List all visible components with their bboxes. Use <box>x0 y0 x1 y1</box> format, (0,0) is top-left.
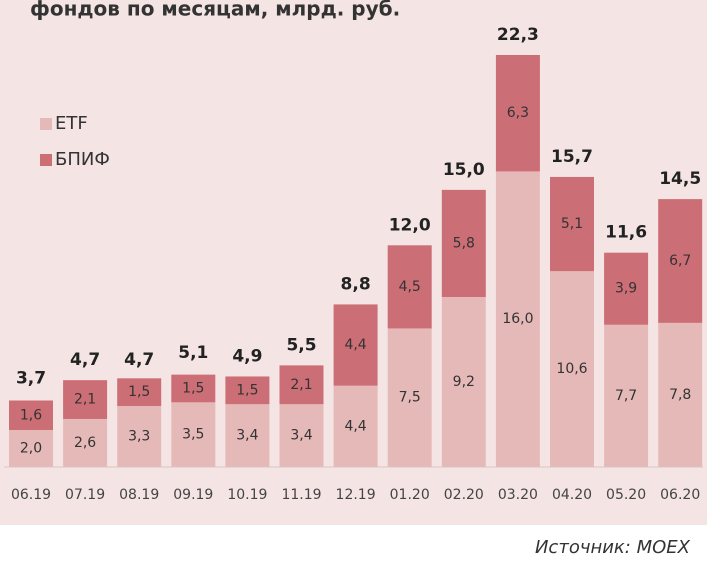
value-label: 2,1 <box>290 377 312 393</box>
bar-segment <box>171 402 216 467</box>
x-tick-label: 11.19 <box>281 487 321 503</box>
total-label: 4,7 <box>70 350 100 370</box>
value-label: 1,5 <box>236 382 258 398</box>
value-label: 5,1 <box>561 216 583 232</box>
total-label: 5,5 <box>286 335 316 355</box>
value-label: 5,8 <box>453 235 475 251</box>
value-label: 1,6 <box>20 407 42 423</box>
bar-segment <box>658 199 703 323</box>
value-label: 9,2 <box>453 374 475 390</box>
value-label: 16,0 <box>502 311 533 327</box>
total-label: 14,5 <box>659 169 701 189</box>
total-label: 11,6 <box>605 223 647 243</box>
bar-segment <box>441 297 486 467</box>
bar-segment <box>117 406 162 467</box>
legend-swatch <box>40 118 52 130</box>
x-tick-label: 12.19 <box>336 487 376 503</box>
bar-segment <box>658 322 703 467</box>
x-tick-label: 06.19 <box>11 487 51 503</box>
bar-segment <box>387 328 432 467</box>
value-label: 1,5 <box>182 380 204 396</box>
value-label: 4,4 <box>344 418 366 434</box>
total-label: 22,3 <box>497 25 539 45</box>
bar-segment <box>9 430 53 467</box>
value-label: 1,5 <box>128 384 150 400</box>
bar-segment <box>225 404 270 467</box>
legend-label: БПИФ <box>55 149 110 170</box>
x-tick-label: 02.20 <box>444 487 484 503</box>
bar-segment <box>550 176 594 272</box>
bar-segment <box>63 418 108 467</box>
bar-segment <box>441 189 486 298</box>
value-label: 3,4 <box>290 428 312 444</box>
value-label: 6,7 <box>669 253 691 269</box>
total-label: 3,7 <box>16 369 46 389</box>
value-label: 4,5 <box>399 279 421 295</box>
x-tick-label: 03.20 <box>498 487 538 503</box>
bar-segment <box>63 380 108 419</box>
x-tick-label: 04.20 <box>552 487 592 503</box>
value-label: 3,5 <box>182 427 204 443</box>
value-label: 7,5 <box>399 390 421 406</box>
bar-segment <box>387 245 432 329</box>
source: Источник: MOEX <box>535 537 691 558</box>
x-tick-label: 10.19 <box>227 487 267 503</box>
total-label: 8,8 <box>341 274 371 294</box>
value-label: 2,6 <box>74 435 96 451</box>
chart-title: фондов по месяцам, млрд. руб. <box>30 0 400 21</box>
legend-swatch <box>40 154 52 166</box>
total-label: 4,9 <box>232 346 262 366</box>
x-tick-label: 06.20 <box>660 487 700 503</box>
total-label: 15,7 <box>551 147 593 167</box>
total-label: 12,0 <box>389 215 431 235</box>
bar-segment <box>117 378 162 407</box>
value-label: 2,0 <box>20 441 42 457</box>
value-label: 2,1 <box>74 392 96 408</box>
value-label: 7,7 <box>615 388 637 404</box>
bar-segment <box>171 374 216 403</box>
bar-segment <box>225 376 270 405</box>
value-label: 7,8 <box>669 387 691 403</box>
bar-segment <box>604 324 649 467</box>
bar-segment <box>495 55 540 172</box>
x-tick-label: 05.20 <box>606 487 646 503</box>
value-label: 3,3 <box>128 429 150 445</box>
value-label: 3,9 <box>615 281 637 297</box>
value-label: 10,6 <box>556 361 587 377</box>
value-label: 6,3 <box>507 105 529 121</box>
bar-segment <box>279 404 324 467</box>
total-label: 4,7 <box>124 350 154 370</box>
x-tick-label: 08.19 <box>119 487 159 503</box>
bar-segment <box>333 304 378 386</box>
bar-segment <box>495 171 540 467</box>
value-label: 3,4 <box>236 428 258 444</box>
bar-segment <box>604 252 649 325</box>
x-tick-label: 09.19 <box>173 487 213 503</box>
bar-segment <box>279 365 324 405</box>
value-label: 4,4 <box>344 337 366 353</box>
x-tick-label: 01.20 <box>390 487 430 503</box>
bar-segment <box>333 385 378 467</box>
bar-segment <box>9 400 53 431</box>
bar-segment <box>550 271 594 467</box>
total-label: 15,0 <box>443 160 485 180</box>
x-tick-label: 07.19 <box>65 487 105 503</box>
legend-label: ETF <box>55 113 88 134</box>
total-label: 5,1 <box>178 343 208 363</box>
